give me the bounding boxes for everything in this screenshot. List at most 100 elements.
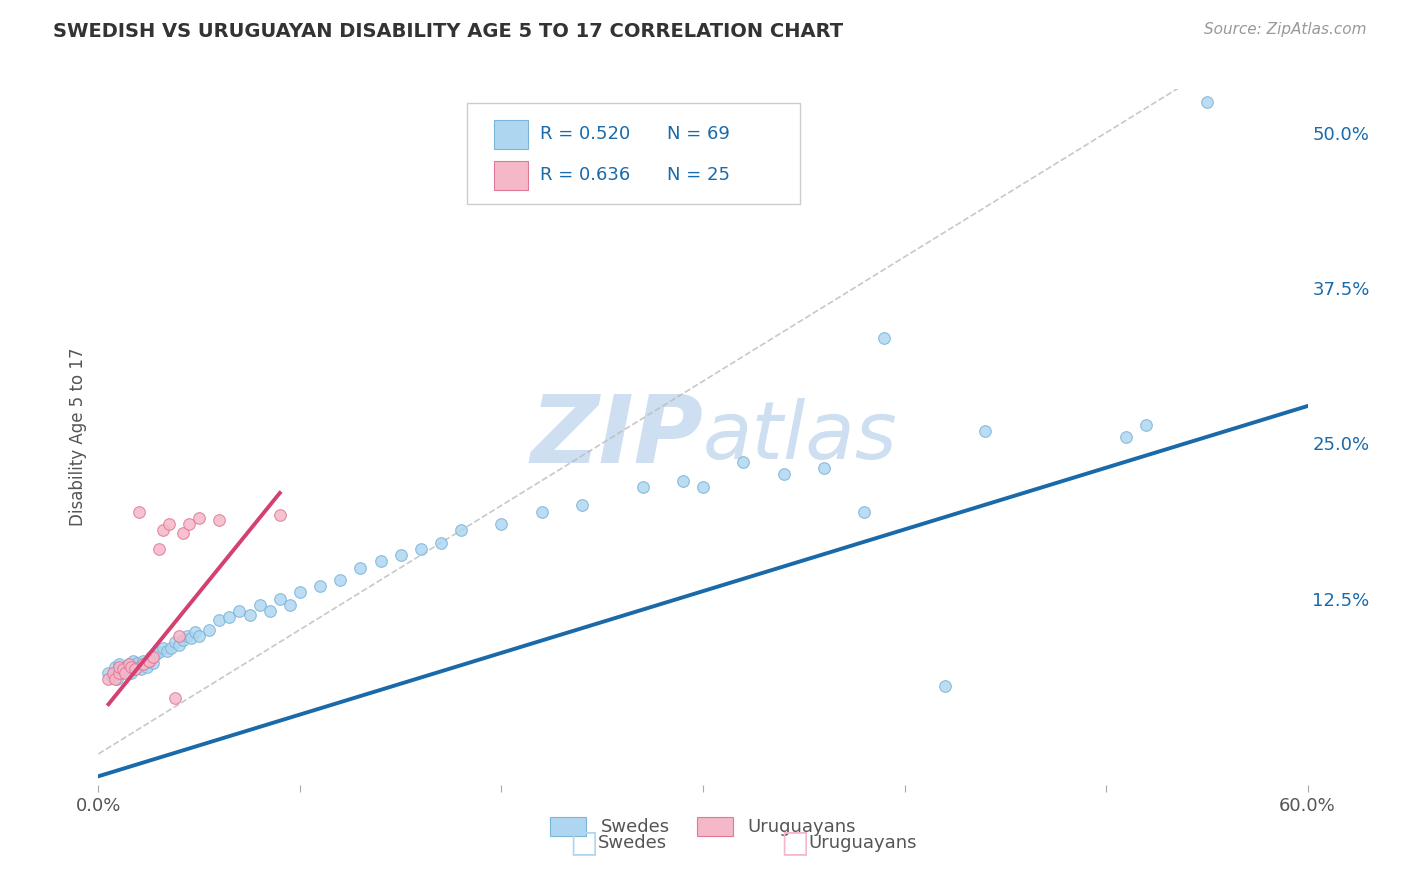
FancyBboxPatch shape — [467, 103, 800, 204]
FancyBboxPatch shape — [494, 120, 527, 149]
Legend: Swedes, Uruguayans: Swedes, Uruguayans — [541, 808, 865, 846]
Point — [208, 513, 231, 527]
Point — [105, 673, 128, 687]
Text: Swedes: Swedes — [598, 834, 666, 852]
Point — [733, 455, 755, 469]
Point — [228, 604, 250, 618]
Text: R = 0.636: R = 0.636 — [540, 166, 630, 185]
Point — [134, 657, 156, 672]
Point — [157, 516, 180, 531]
Point — [278, 598, 301, 612]
Point — [188, 629, 211, 643]
Point — [110, 666, 132, 681]
Point — [120, 666, 142, 681]
Point — [138, 654, 160, 668]
Point — [309, 579, 332, 593]
Point — [124, 662, 146, 676]
Point — [138, 654, 160, 668]
Text: atlas: atlas — [703, 398, 898, 476]
Point — [172, 525, 194, 540]
Point — [1195, 95, 1218, 109]
Point — [873, 331, 896, 345]
Point — [571, 499, 593, 513]
Point — [114, 666, 136, 681]
Point — [142, 650, 165, 665]
Point — [128, 660, 150, 674]
Point — [259, 604, 281, 618]
Point — [172, 632, 194, 647]
Text: Uruguayans: Uruguayans — [808, 834, 917, 852]
Point — [132, 654, 155, 668]
Point — [163, 635, 186, 649]
Point — [115, 664, 138, 678]
Y-axis label: Disability Age 5 to 17: Disability Age 5 to 17 — [69, 348, 87, 526]
Point — [114, 660, 136, 674]
Point — [132, 657, 155, 672]
Point — [160, 641, 183, 656]
Point — [111, 662, 134, 676]
Point — [672, 474, 695, 488]
Point — [249, 598, 271, 612]
Point — [1135, 417, 1157, 432]
Point — [218, 610, 240, 624]
Point — [107, 657, 129, 672]
Point — [135, 660, 157, 674]
Point — [491, 516, 513, 531]
Point — [409, 541, 432, 556]
Text: ZIP: ZIP — [530, 391, 703, 483]
Point — [107, 662, 129, 676]
Point — [101, 666, 124, 681]
Point — [143, 648, 166, 662]
Point — [853, 505, 876, 519]
Point — [198, 623, 221, 637]
Point — [530, 505, 553, 519]
Text: N = 69: N = 69 — [666, 126, 730, 144]
Point — [97, 673, 120, 687]
Point — [692, 480, 714, 494]
Point — [389, 548, 412, 562]
Point — [111, 662, 134, 676]
Point — [772, 467, 794, 482]
Text: N = 25: N = 25 — [666, 166, 730, 185]
FancyBboxPatch shape — [494, 161, 527, 190]
Point — [430, 535, 453, 549]
Point — [974, 424, 997, 438]
Point — [103, 673, 125, 687]
Point — [631, 480, 654, 494]
Point — [1115, 430, 1137, 444]
Point — [184, 625, 207, 640]
Point — [179, 516, 201, 531]
Point — [152, 641, 174, 656]
Point — [349, 560, 371, 574]
Point — [934, 679, 956, 693]
Point — [121, 654, 143, 668]
Point — [329, 573, 352, 587]
Point — [152, 523, 174, 537]
Point — [208, 613, 231, 627]
Point — [269, 591, 291, 606]
Point — [129, 662, 152, 676]
Point — [167, 629, 190, 643]
Point — [370, 554, 392, 568]
Text: □: □ — [780, 829, 808, 857]
Text: Source: ZipAtlas.com: Source: ZipAtlas.com — [1204, 22, 1367, 37]
Point — [107, 666, 129, 681]
Point — [101, 670, 124, 684]
Point — [118, 657, 141, 672]
Point — [176, 629, 198, 643]
Point — [138, 654, 160, 668]
Point — [148, 541, 170, 556]
Point — [120, 660, 142, 674]
Point — [156, 644, 179, 658]
Point — [107, 660, 129, 674]
Point — [167, 638, 190, 652]
Point — [163, 690, 186, 705]
Point — [125, 657, 148, 671]
Point — [288, 585, 311, 599]
Point — [188, 511, 211, 525]
Text: SWEDISH VS URUGUAYAN DISABILITY AGE 5 TO 17 CORRELATION CHART: SWEDISH VS URUGUAYAN DISABILITY AGE 5 TO… — [53, 22, 844, 41]
Point — [118, 657, 141, 672]
Text: □: □ — [569, 829, 598, 857]
Point — [813, 461, 835, 475]
Point — [128, 505, 150, 519]
